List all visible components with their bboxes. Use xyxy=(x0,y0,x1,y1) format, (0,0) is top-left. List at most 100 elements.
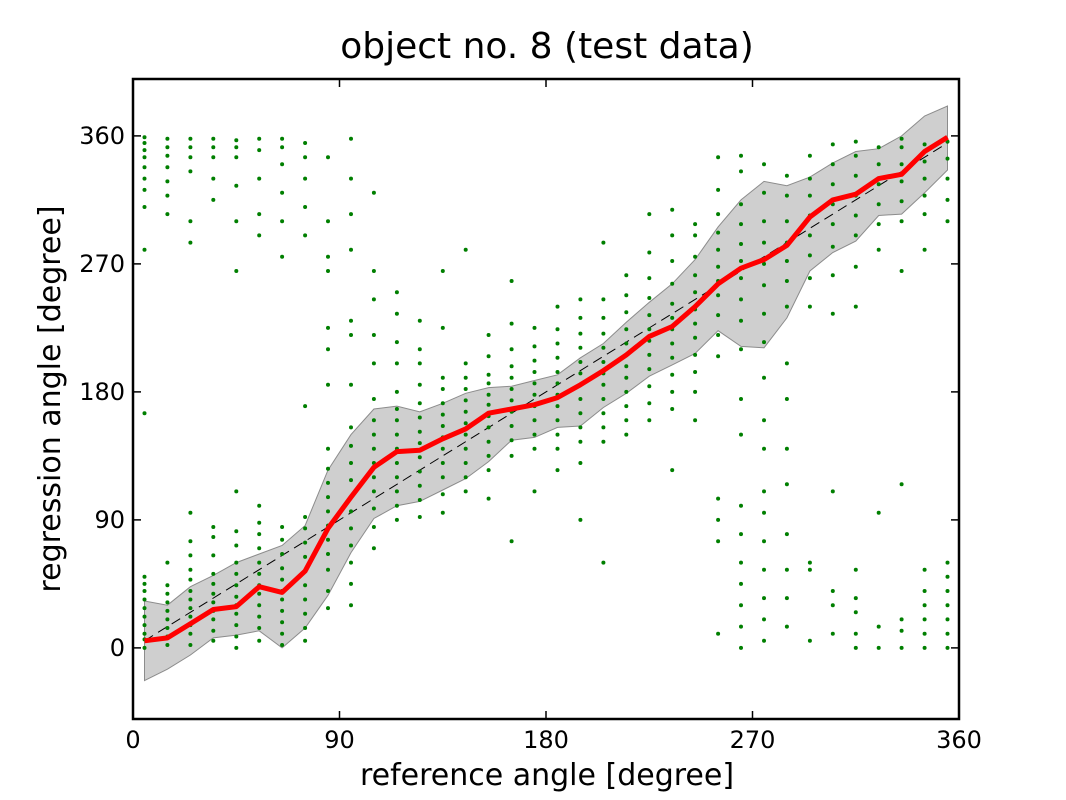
scatter-point xyxy=(417,361,422,366)
scatter-point xyxy=(762,596,766,601)
scatter-point xyxy=(624,293,629,298)
scatter-point xyxy=(486,381,491,386)
scatter-point xyxy=(349,543,353,548)
scatter-point xyxy=(693,222,698,227)
scatter-point xyxy=(326,537,330,542)
scatter-point xyxy=(257,532,262,537)
scatter-point xyxy=(830,182,835,187)
scatter-point xyxy=(257,603,262,608)
scatter-point xyxy=(624,418,629,423)
scatter-point xyxy=(578,315,583,320)
scatter-point xyxy=(417,318,422,323)
scatter-point xyxy=(578,411,583,416)
scatter-point xyxy=(349,603,353,608)
scatter-point xyxy=(394,432,399,437)
scatter-point xyxy=(830,273,835,278)
scatter-point xyxy=(647,418,652,423)
scatter-point xyxy=(303,583,308,588)
scatter-point xyxy=(807,560,812,565)
scatter-point xyxy=(142,141,147,145)
scatter-point xyxy=(349,136,353,141)
scatter-point xyxy=(463,461,468,465)
scatter-point xyxy=(945,645,950,650)
scatter-point xyxy=(371,297,376,302)
scatter-point xyxy=(739,624,743,629)
scatter-point xyxy=(280,597,285,602)
scatter-point xyxy=(211,525,216,529)
scatter-point xyxy=(165,583,170,588)
scatter-point xyxy=(807,304,812,309)
scatter-point xyxy=(532,358,537,363)
scatter-point xyxy=(716,539,721,544)
scatter-point xyxy=(211,591,216,596)
scatter-point xyxy=(555,355,560,360)
scatter-point xyxy=(417,455,422,460)
scatter-point xyxy=(211,638,216,643)
scatter-point xyxy=(257,626,262,630)
scatter-point xyxy=(784,173,789,178)
scatter-point xyxy=(601,411,606,416)
scatter-point xyxy=(716,230,721,235)
scatter-point xyxy=(647,313,652,318)
scatter-point xyxy=(486,392,491,397)
scatter-point xyxy=(349,478,353,483)
scatter-point xyxy=(807,233,812,238)
scatter-point xyxy=(371,489,376,494)
scatter-point xyxy=(762,311,766,316)
scatter-point xyxy=(853,233,858,238)
scatter-point xyxy=(280,537,285,542)
scatter-point xyxy=(555,468,560,473)
scatter-point xyxy=(532,370,537,374)
x-tick-label: 0 xyxy=(125,726,140,754)
scatter-point xyxy=(762,638,766,643)
scatter-point xyxy=(830,244,835,249)
scatter-point xyxy=(762,617,766,622)
x-axis-ticks: 0 90 180 270 360 xyxy=(125,79,982,754)
scatter-point xyxy=(739,532,743,537)
scatter-point xyxy=(371,506,376,511)
scatter-point xyxy=(670,281,675,286)
scatter-point xyxy=(716,631,721,636)
scatter-point xyxy=(188,631,193,636)
scatter-point xyxy=(532,446,537,451)
scatter-point xyxy=(807,176,812,181)
scatter-point xyxy=(188,155,193,160)
scatter-point xyxy=(440,475,445,480)
scatter-point xyxy=(371,361,376,366)
scatter-point xyxy=(417,469,422,474)
scatter-point xyxy=(394,361,399,366)
scatter-point xyxy=(257,571,262,576)
scatter-point xyxy=(693,389,698,394)
scatter-point xyxy=(303,155,308,160)
scatter-point xyxy=(532,325,537,330)
scatter-point xyxy=(486,496,491,501)
scatter-point xyxy=(234,489,239,494)
scatter-point xyxy=(830,631,835,636)
scatter-point xyxy=(578,297,583,302)
scatter-point xyxy=(624,310,629,315)
scatter-point xyxy=(417,347,422,352)
scatter-point xyxy=(165,591,170,596)
scatter-point xyxy=(326,382,330,387)
scatter-point xyxy=(486,402,491,407)
scatter-point xyxy=(647,401,652,406)
scatter-point xyxy=(371,269,376,273)
scatter-point xyxy=(899,645,904,650)
scatter-point xyxy=(303,611,308,616)
scatter-point xyxy=(578,371,583,376)
x-axis-label: reference angle [degree] xyxy=(360,758,734,793)
scatter-point xyxy=(188,589,193,593)
scatter-point xyxy=(807,276,812,281)
scatter-point xyxy=(142,148,147,153)
scatter-point xyxy=(326,347,330,352)
scatter-point xyxy=(257,546,262,551)
scatter-point xyxy=(899,628,904,633)
scatter-point xyxy=(211,145,216,150)
scatter-point xyxy=(234,145,239,150)
scatter-point xyxy=(807,153,812,158)
scatter-point xyxy=(762,340,766,345)
scatter-point xyxy=(486,425,491,430)
scatter-point xyxy=(670,207,675,212)
scatter-point xyxy=(647,276,652,281)
